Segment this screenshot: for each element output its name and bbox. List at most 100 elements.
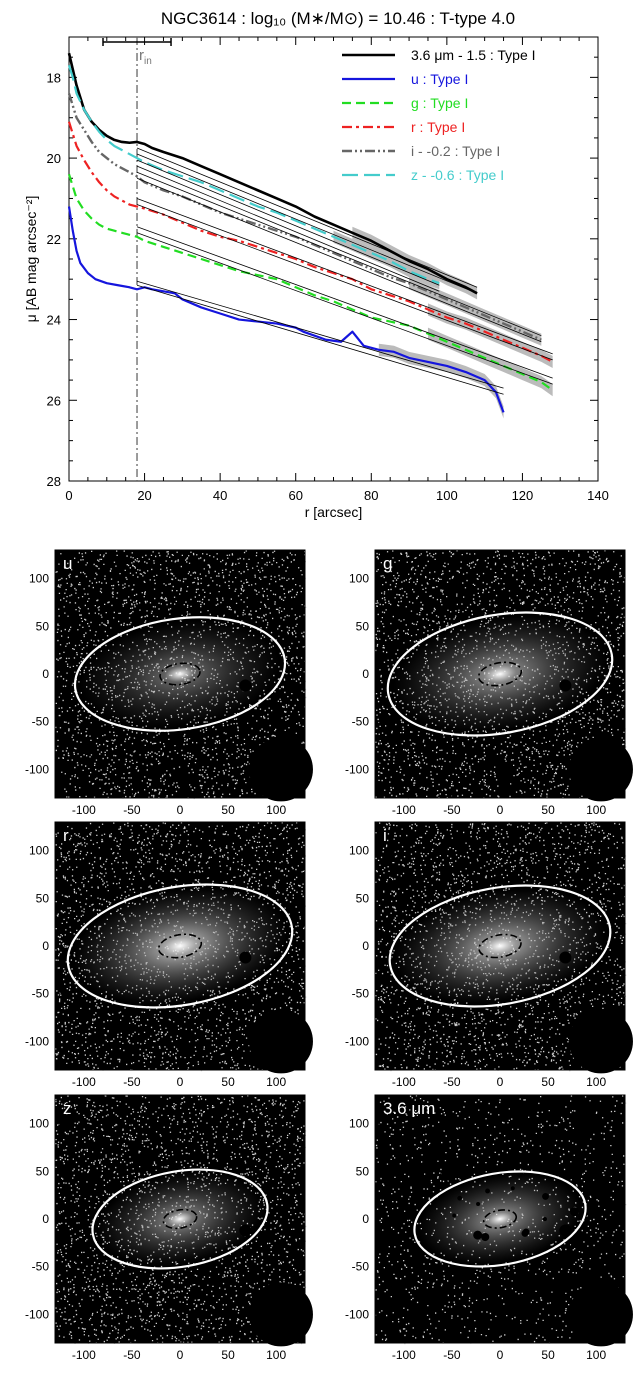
outer-ellipse [388, 884, 612, 1008]
masked-star [452, 1213, 457, 1218]
panel-band-label: i [383, 826, 387, 845]
panel-y-tick-label: -100 [345, 762, 369, 776]
outer-ellipse [413, 1170, 587, 1268]
x-tick-label: 100 [436, 488, 458, 503]
panel-x-tick-label: -100 [72, 1348, 96, 1362]
masked-star [485, 1188, 490, 1194]
plot-frame [68, 36, 599, 482]
panel-y-tick-label: -100 [25, 1034, 49, 1048]
galaxy-light [73, 887, 287, 1005]
image-panel-3: r -100 -50 0 50 100 100 50 0 -50 -100 [25, 821, 313, 1089]
panel-x-tick-label: 0 [177, 1348, 184, 1362]
panel-x-tick-label: -100 [392, 803, 416, 817]
fit-line [136, 280, 504, 389]
x-tick-label: 80 [364, 488, 378, 503]
panel-x-tick-label: -50 [443, 1075, 461, 1089]
legend: 3.6 μm - 1.5 : Type I u : Type I g : Type … [342, 47, 536, 183]
panel-band-label: r [63, 826, 69, 845]
y-tick-label: 28 [47, 474, 61, 489]
masked-star [559, 951, 572, 964]
fit-line [136, 226, 553, 379]
panel-x-tick-label: 100 [586, 803, 606, 817]
panel-x-tick-label: 100 [586, 1348, 606, 1362]
masked-star [542, 1217, 547, 1222]
masked-star [579, 1216, 584, 1221]
panel-x-tick-label: -50 [443, 803, 461, 817]
masked-region [568, 1282, 633, 1347]
panel-x-tick-label: 50 [541, 803, 555, 817]
panel-y-tick-label: 0 [362, 1212, 369, 1226]
image-panel-5: z -100 -50 0 50 100 100 50 0 -50 -100 [25, 1094, 313, 1362]
panel-x-tick-label: 100 [266, 803, 286, 817]
y-tick-label: 18 [47, 70, 61, 85]
panel-x-tick-label: 0 [497, 1075, 504, 1089]
y-tick-label: 20 [47, 151, 61, 166]
fit-line [136, 177, 542, 343]
panel-x-tick-label: -100 [392, 1075, 416, 1089]
fit-line [136, 284, 504, 395]
panel-y-tick-label: 50 [356, 1164, 370, 1178]
legend-label: i - -0.2 : Type I [411, 143, 500, 159]
legend-label: z - -0.6 : Type I [411, 167, 504, 183]
panel-x-tick-label: 50 [221, 1348, 235, 1362]
fit-line [136, 153, 478, 294]
panel-y-tick-label: 100 [29, 844, 49, 858]
image-panel-1: u -100 -50 0 50 100 100 50 0 -50 -100 [25, 549, 313, 817]
panel-y-tick-label: 0 [42, 1212, 49, 1226]
panel-x-tick-label: 0 [177, 803, 184, 817]
panel-x-tick-label: -50 [123, 1348, 141, 1362]
y-tick-label: 24 [47, 313, 61, 328]
series-line [67, 206, 505, 413]
x-tick-label: 40 [213, 488, 227, 503]
panel-y-tick-label: -100 [25, 762, 49, 776]
panel-y-tick-label: -50 [352, 987, 370, 1001]
x-tick-label: 20 [137, 488, 151, 503]
panel-y-tick-label: -100 [345, 1307, 369, 1321]
legend-label: u : Type I [411, 71, 468, 87]
masked-region [248, 737, 313, 802]
x-tick-label: 120 [512, 488, 534, 503]
y-tick-label: 26 [47, 393, 61, 408]
outer-ellipse [386, 611, 614, 737]
panel-y-tick-label: 50 [36, 1164, 50, 1178]
image-panel-4: i -100 -50 0 50 100 100 50 0 -50 -100 [345, 821, 633, 1089]
fit-line [136, 204, 553, 361]
panel-x-tick-label: -100 [72, 1075, 96, 1089]
series-line [67, 121, 554, 363]
panel-y-tick-label: -50 [352, 1260, 370, 1274]
panel-y-tick-label: -50 [352, 715, 370, 729]
fit-line [136, 165, 440, 292]
x-tick-label: 0 [65, 488, 72, 503]
panel-x-tick-label: 100 [266, 1348, 286, 1362]
series-line [67, 93, 542, 341]
inner-ellipse [478, 933, 522, 959]
y-tick-label: 22 [47, 232, 61, 247]
panel-x-tick-label: -50 [123, 803, 141, 817]
panel-y-tick-label: 0 [42, 939, 49, 953]
panel-x-tick-label: 0 [497, 803, 504, 817]
galaxy-light [96, 1172, 264, 1266]
galaxy-light [80, 620, 280, 728]
fit-line [136, 159, 440, 286]
panel-y-tick-label: 100 [349, 844, 369, 858]
masked-star [559, 679, 572, 692]
masked-region [568, 1009, 633, 1074]
panel-y-tick-label: 100 [29, 572, 49, 586]
panel-x-tick-label: -100 [72, 803, 96, 817]
legend-label: r : Type I [411, 119, 465, 135]
panel-x-tick-label: 0 [497, 1348, 504, 1362]
fit-line [136, 198, 553, 355]
series-line [67, 64, 440, 285]
series-error-band [378, 343, 504, 419]
legend-label: g : Type I [411, 95, 468, 111]
panel-x-tick-label: 50 [221, 1075, 235, 1089]
x-tick-label: 60 [288, 488, 302, 503]
outer-ellipse [66, 883, 294, 1009]
panel-y-tick-label: 50 [356, 619, 370, 633]
series-line [67, 52, 478, 295]
panel-y-tick-label: 100 [349, 1117, 369, 1131]
panel-y-tick-label: -100 [25, 1307, 49, 1321]
panel-y-tick-label: 100 [349, 572, 369, 586]
masked-star [429, 1191, 433, 1196]
masked-region [248, 1282, 313, 1347]
